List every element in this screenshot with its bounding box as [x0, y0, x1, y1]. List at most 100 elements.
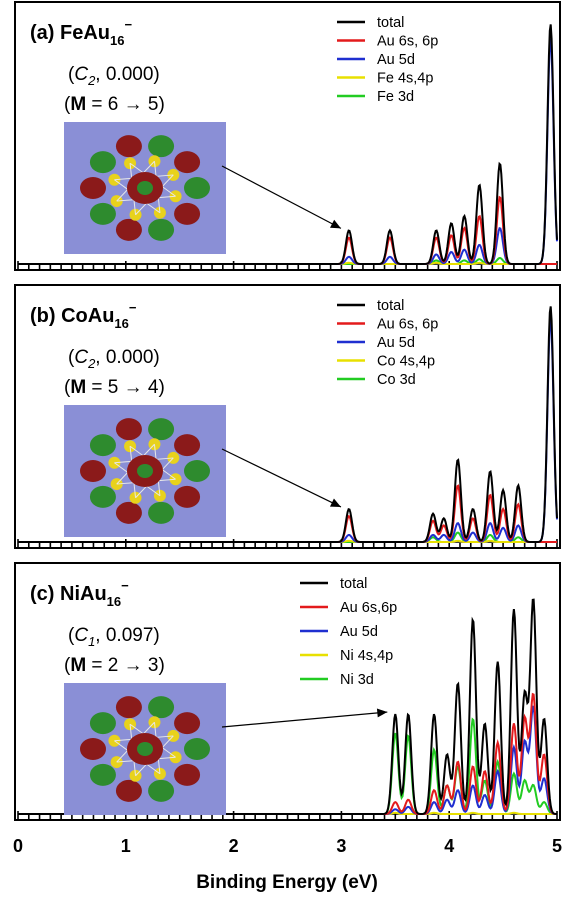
legend-entry: Au 5d	[377, 52, 415, 68]
orbital-lobe	[89, 712, 116, 735]
orbital-lobe	[174, 763, 201, 786]
x-tick-label: 1	[121, 836, 131, 856]
annotation-arrow-line	[221, 165, 342, 229]
orbital-lobe	[89, 151, 116, 174]
legend: total Au 6s, 6p Au 5d Co 4s,4p Co 3d	[337, 298, 438, 388]
orbital-lobe	[89, 434, 116, 457]
legend-entry: total	[340, 576, 367, 592]
panel-label-superscript: −	[121, 578, 129, 593]
multiplicity-symbol: M	[70, 377, 86, 398]
legend-entry: Au 6s, 6p	[377, 34, 438, 50]
orbital-lobe	[89, 202, 116, 225]
series-line-total	[18, 24, 558, 265]
legend-entry: Ni 3d	[340, 672, 374, 688]
annotation-arrow-head	[376, 708, 388, 718]
panel-label: (a) FeAu16−	[30, 17, 132, 48]
symmetry-open: (	[68, 347, 75, 368]
orbital-lobe	[174, 434, 201, 457]
symmetry-value: , 0.097)	[95, 625, 159, 646]
symmetry-text: (C2, 0.000)	[68, 64, 160, 88]
panel-label-superscript: −	[124, 17, 132, 32]
multiplicity-open: (	[64, 377, 71, 398]
panel-label-text: (b) CoAu	[30, 305, 114, 327]
panel-3: (c) NiAu16−(C1, 0.097)(M = 2 → 3)totalAu…	[14, 562, 561, 821]
legend-entry: Ni 4s,4p	[340, 648, 393, 664]
multiplicity-value: = 5 → 4)	[86, 377, 165, 398]
orbital-lobe	[80, 460, 106, 482]
orbital-lobe	[184, 177, 210, 199]
orbital-lobe	[148, 135, 175, 158]
panels-group: (a) FeAu16−(C2, 0.000)(M = 6 → 5)totalAu…	[14, 1, 561, 821]
legend-entry: Au 6s,6p	[340, 600, 397, 616]
multiplicity-value: = 6 → 5)	[86, 94, 165, 115]
panel-1: (a) FeAu16−(C2, 0.000)(M = 6 → 5)totalAu…	[14, 1, 561, 271]
x-axis: 0 1 2 3 4 5	[13, 836, 562, 856]
center-orbital-core	[137, 742, 153, 756]
legend-entry: Au 5d	[340, 624, 378, 640]
panel-label-subscript: 16	[107, 594, 121, 609]
orbital-lobe	[115, 418, 142, 441]
orbital-lobe	[148, 418, 175, 441]
symmetry-open: (	[68, 64, 75, 85]
orbital-lobe	[115, 779, 142, 802]
orbital-lobe	[184, 460, 210, 482]
symmetry-group: C	[74, 64, 88, 85]
symmetry-value: , 0.000)	[95, 347, 159, 368]
legend-entry: Fe 4s,4p	[377, 71, 433, 87]
annotation-arrow-head	[329, 498, 341, 507]
panel-label-superscript: −	[129, 300, 137, 315]
orbital-lobe	[80, 738, 106, 760]
symmetry-value: , 0.000)	[95, 64, 159, 85]
orbital-lobe	[174, 485, 201, 508]
orbital-lobe	[184, 738, 210, 760]
orbital-lobe	[148, 501, 175, 524]
panel-label-text: (c) NiAu	[30, 583, 107, 605]
legend-entry: Co 3d	[377, 372, 416, 388]
annotation-arrow-head	[330, 219, 341, 229]
multiplicity-text: (M = 6 → 5)	[64, 94, 165, 115]
panel-label-subscript: 16	[110, 33, 124, 48]
multiplicity-symbol: M	[70, 94, 86, 115]
multiplicity-text: (M = 2 → 3)	[64, 655, 165, 676]
symmetry-open: (	[68, 625, 75, 646]
orbital-lobe	[174, 151, 201, 174]
x-tick-label: 2	[229, 836, 239, 856]
legend-entry: total	[377, 298, 404, 314]
orbital-lobe	[89, 763, 116, 786]
panel-label: (c) NiAu16−	[30, 578, 129, 609]
legend-entry: Au 6s, 6p	[377, 317, 438, 333]
annotation-arrow-line	[221, 711, 388, 728]
panel-2: (b) CoAu16−(C2, 0.000)(M = 5 → 4)totalAu…	[14, 284, 561, 549]
symmetry-text: (C1, 0.097)	[68, 625, 160, 649]
orbital-lobe	[115, 135, 142, 158]
center-orbital-core	[137, 464, 153, 478]
symmetry-group: C	[74, 347, 88, 368]
legend-entry: Co 4s,4p	[377, 354, 435, 370]
legend-entry: total	[377, 15, 404, 31]
panel-label: (b) CoAu16−	[30, 300, 137, 331]
orbital-lobe	[115, 696, 142, 719]
panel-label-text: (a) FeAu	[30, 22, 110, 44]
cluster-structure-image	[64, 405, 226, 537]
orbital-lobe	[80, 177, 106, 199]
x-tick-label: 3	[336, 836, 346, 856]
orbital-lobe	[115, 501, 142, 524]
multiplicity-open: (	[64, 655, 71, 676]
annotation-arrow-line	[221, 448, 342, 508]
legend-entry: Fe 3d	[377, 89, 414, 105]
orbital-lobe	[115, 218, 142, 241]
orbital-lobe	[174, 712, 201, 735]
symmetry-group-subscript: 1	[88, 634, 95, 649]
multiplicity-symbol: M	[70, 655, 86, 676]
orbital-lobe	[89, 485, 116, 508]
x-tick-label: 4	[444, 836, 454, 856]
symmetry-text: (C2, 0.000)	[68, 347, 160, 371]
panel-label-subscript: 16	[114, 316, 128, 331]
x-tick-label: 0	[13, 836, 23, 856]
multiplicity-value: = 2 → 3)	[86, 655, 165, 676]
series-line-total	[18, 306, 558, 543]
legend: total Au 6s, 6p Au 5d Fe 4s,4p Fe 3d	[337, 15, 438, 105]
symmetry-group-subscript: 2	[87, 356, 96, 371]
cluster-structure-image	[64, 122, 226, 254]
